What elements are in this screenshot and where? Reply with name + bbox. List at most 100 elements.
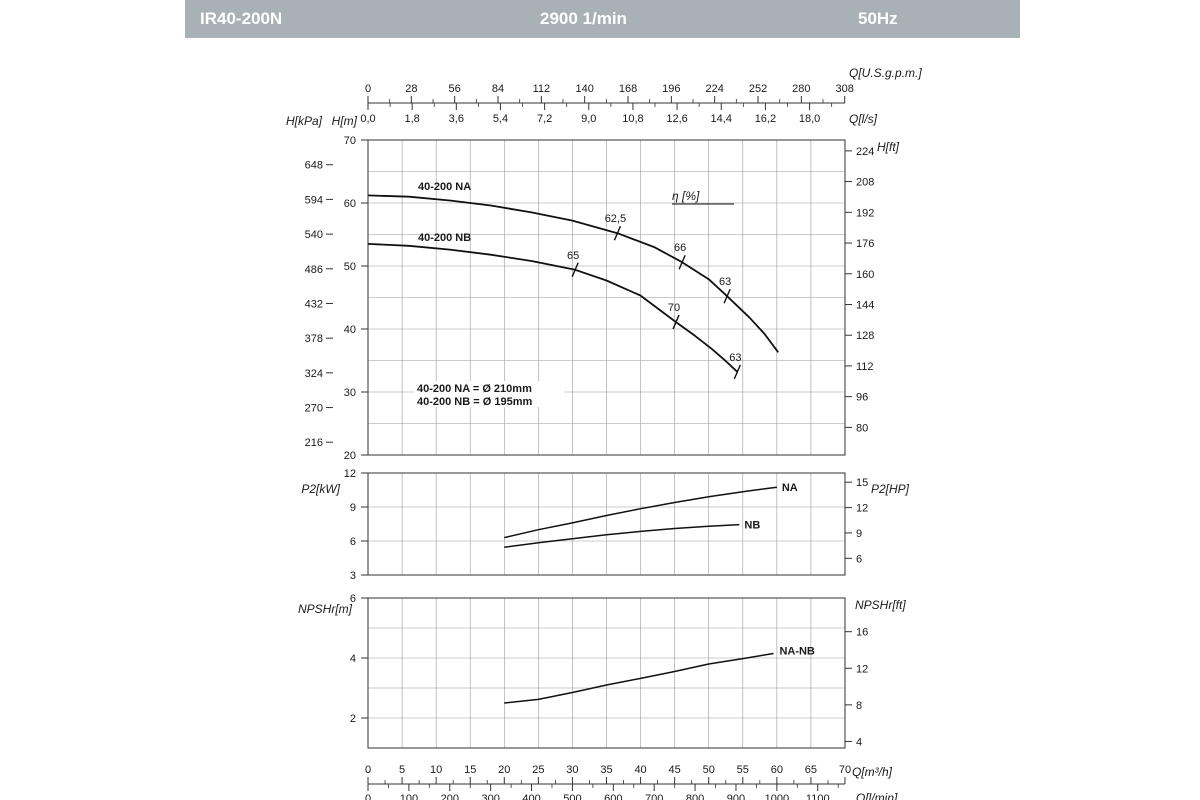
curve-NPSH-NA-NB [504,652,774,704]
head-plot: H[kPa] H[m] H[ft] 70 60 50 40 30 20 648 594 540 486 4… [286,114,900,462]
m-unit-label: H[m] [332,114,358,128]
m3h-tick-label: 30 [566,764,578,776]
efficiency-value-label: 62,5 [605,213,626,225]
ls-tick-label: 7,2 [537,113,552,125]
efficiency-tick [672,314,680,330]
power-kw-tick-label: 6 [350,536,356,548]
plot-border [367,472,846,576]
head-ft-tick-label: 96 [856,392,868,404]
usgpm-tick-label: 196 [662,83,680,95]
head-m-tick-label: 70 [344,135,356,147]
m3h-tick-label: 55 [737,764,749,776]
lmin-tick-label: 900 [727,793,745,800]
ls-tick-label: 18,0 [799,113,820,125]
efficiency-markers: η [%] 62,5 65 66 63 70 63 [567,189,741,380]
npsh-ft-tick-label: 4 [856,736,862,748]
m3h-tick-label: 60 [771,764,783,776]
head-m-tick-label: 60 [344,198,356,210]
efficiency-tick [678,254,686,270]
m3h-tick-label: 50 [703,764,715,776]
head-kpa-tick-label: 378 [305,333,323,345]
usgpm-tick-label: 168 [619,83,637,95]
lmin-tick-label: 100 [400,793,418,800]
efficiency-value-label: 65 [567,250,579,262]
m3h-tick-label: 0 [365,764,371,776]
impeller-note-bg [414,381,564,407]
ls-tick-label: 0,0 [360,113,375,125]
head-m-tick-label: 50 [344,261,356,273]
m3h-tick-label: 45 [669,764,681,776]
m3h-unit-label: Q[m³/h] [852,765,893,779]
efficiency-tick [613,225,622,241]
ls-tick-label: 14,4 [711,113,732,125]
efficiency-tick [733,364,741,380]
head-kpa-tick-label: 270 [305,403,323,415]
ls-tick-label: 3,6 [449,113,464,125]
curve-P2-NB [504,523,740,548]
head-ft-tick-label: 80 [856,422,868,434]
usgpm-tick-label: 224 [706,83,724,95]
ls-tick-label: 5,4 [493,113,508,125]
head-ft-tick-label: 128 [856,330,874,342]
head-kpa-tick-label: 594 [305,194,323,206]
ft-unit-label: H[ft] [877,140,900,154]
lmin-tick-label: 300 [481,793,499,800]
head-kpa-tick-label: 486 [305,264,323,276]
ls-unit-label: Q[l/s] [849,112,878,126]
impeller-note: 40-200 NA = Ø 210mm [417,383,532,395]
power-hp-tick-label: 12 [856,503,868,515]
npshr-m-unit-label: NPSHr[m] [298,602,353,616]
lmin-tick-label: 200 [441,793,459,800]
kpa-unit-label: H[kPa] [286,114,323,128]
m3h-tick-label: 65 [805,764,817,776]
power-kw-tick-label: 3 [350,570,356,582]
npsh-ft-tick-label: 12 [856,663,868,675]
head-ft-tick-label: 160 [856,269,874,281]
efficiency-value-label: 70 [668,302,680,314]
power-hp-tick-label: 9 [856,528,862,540]
npshr-ft-unit-label: NPSHr[ft] [855,598,906,612]
head-kpa-tick-label: 432 [305,298,323,310]
npsh-m-tick-label: 6 [350,593,356,605]
efficiency-value-label: 63 [729,352,741,364]
m3h-tick-label: 25 [532,764,544,776]
npsh-ft-tick-label: 16 [856,627,868,639]
usgpm-tick-label: 112 [533,83,551,95]
ls-tick-label: 12,6 [666,113,687,125]
npsh-plot: NPSHr[m] NPSHr[ft] 6 4 2 16 12 8 4 NA-NB [298,593,906,749]
efficiency-value-label: 66 [674,242,686,254]
head-ft-tick-label: 176 [856,238,874,250]
lmin-tick-label: 400 [522,793,540,800]
head-m-tick-label: 30 [344,387,356,399]
curve-name-label: NB [744,520,760,532]
impeller-note: 40-200 NB = Ø 195mm [417,396,532,408]
kw-unit-label: P2[kW] [301,482,340,496]
usgpm-tick-label: 84 [492,83,504,95]
head-ft-tick-label: 112 [856,361,874,373]
ls-tick-label: 16,2 [755,113,776,125]
m3h-tick-label: 20 [498,764,510,776]
m3h-tick-label: 70 [839,764,851,776]
npsh-m-tick-label: 2 [350,713,356,725]
curve-name-label: 40-200 NB [418,232,471,244]
head-kpa-tick-label: 216 [305,437,323,449]
usgpm-tick-label: 308 [836,83,854,95]
head-ft-tick-label: 144 [856,299,874,311]
curve-40-200-NB [367,243,738,373]
usgpm-unit-label: Q[U.S.g.p.m.] [849,66,922,80]
power-hp-tick-label: 6 [856,553,862,565]
m3h-tick-label: 35 [600,764,612,776]
efficiency-unit-label: η [%] [672,189,700,203]
flow-axis-top: 0 28 56 84 112 140 168 196 224 252 280 308 0,0 1,8 3,6… [360,66,922,126]
lmin-tick-label: 1100 [806,793,830,800]
head-kpa-tick-label: 648 [305,160,323,172]
usgpm-tick-label: 280 [792,83,810,95]
plot-border [367,139,846,456]
head-m-tick-label: 40 [344,324,356,336]
usgpm-tick-label: 56 [449,83,461,95]
efficiency-value-label: 63 [719,276,731,288]
pump-speed-label: 2900 1/min [540,9,627,28]
pump-frequency-label: 50Hz [858,9,898,28]
